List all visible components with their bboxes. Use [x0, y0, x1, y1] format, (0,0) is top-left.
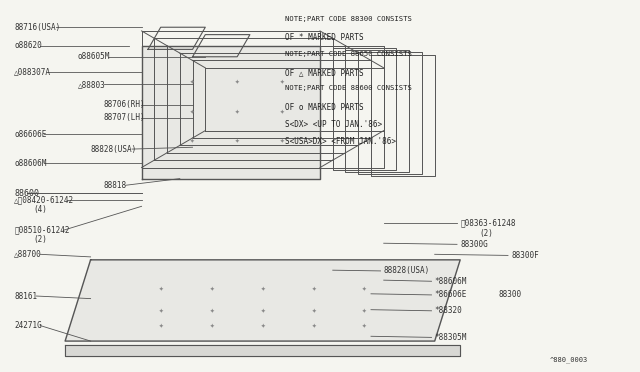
Text: *88320: *88320 — [435, 306, 463, 315]
Text: ✦: ✦ — [209, 324, 214, 329]
Text: 24271G: 24271G — [14, 321, 42, 330]
Text: 88828(USA): 88828(USA) — [91, 145, 137, 154]
Text: *88305M: *88305M — [435, 333, 467, 342]
Text: ✦: ✦ — [311, 324, 316, 329]
Text: △Ⓝ08420-61242: △Ⓝ08420-61242 — [14, 196, 74, 205]
Text: ✦: ✦ — [209, 309, 214, 314]
Text: ^880_0003: ^880_0003 — [549, 357, 588, 363]
Text: Ⓝ08363-61248: Ⓝ08363-61248 — [460, 218, 516, 227]
Text: OF o MARKED PARTS: OF o MARKED PARTS — [285, 103, 364, 112]
Text: ✦: ✦ — [158, 287, 163, 292]
Text: 88828(USA): 88828(USA) — [384, 266, 430, 275]
Text: *86606E: *86606E — [435, 291, 467, 299]
Text: 88716(USA): 88716(USA) — [14, 23, 60, 32]
Text: S<USA>DX> <FROM JAN.'86>: S<USA>DX> <FROM JAN.'86> — [285, 137, 396, 146]
Polygon shape — [65, 260, 460, 341]
Text: △88700: △88700 — [14, 250, 42, 259]
Text: 88300G: 88300G — [460, 240, 488, 249]
Text: ✦: ✦ — [190, 139, 195, 144]
Text: NOTE;PART CODE 88650 CONSISTS: NOTE;PART CODE 88650 CONSISTS — [285, 51, 412, 57]
Text: 88707(LH): 88707(LH) — [103, 113, 145, 122]
Text: (2): (2) — [479, 229, 493, 238]
Text: (2): (2) — [33, 235, 47, 244]
Text: OF * MARKED PARTS: OF * MARKED PARTS — [285, 33, 364, 42]
Text: ✦: ✦ — [260, 287, 265, 292]
Text: ✦: ✦ — [235, 110, 239, 115]
Text: ✦: ✦ — [190, 80, 195, 85]
Text: △088307A: △088307A — [14, 67, 51, 76]
Text: ✦: ✦ — [362, 324, 367, 329]
Text: 88706(RH): 88706(RH) — [103, 100, 145, 109]
Text: ✦: ✦ — [280, 139, 284, 144]
Text: ✦: ✦ — [362, 287, 367, 292]
Text: 88300: 88300 — [499, 291, 522, 299]
Polygon shape — [141, 46, 320, 179]
Text: ✦: ✦ — [158, 324, 163, 329]
Text: ✦: ✦ — [260, 324, 265, 329]
Text: ✦: ✦ — [280, 110, 284, 115]
Text: S<DX> <UP TO JAN.'86>: S<DX> <UP TO JAN.'86> — [285, 120, 382, 129]
Text: 88818: 88818 — [103, 181, 127, 190]
Text: NOTE;PART CODE 88300 CONSISTS: NOTE;PART CODE 88300 CONSISTS — [285, 16, 412, 22]
Text: 88300F: 88300F — [511, 251, 539, 260]
Text: o88605M: o88605M — [78, 52, 110, 61]
Text: ✦: ✦ — [311, 309, 316, 314]
Text: ✦: ✦ — [235, 80, 239, 85]
Text: △88803: △88803 — [78, 80, 106, 89]
Text: (4): (4) — [33, 205, 47, 215]
Text: ✦: ✦ — [235, 139, 239, 144]
Text: ✦: ✦ — [158, 309, 163, 314]
Text: ✦: ✦ — [260, 309, 265, 314]
Text: Ⓝ08510-61242: Ⓝ08510-61242 — [14, 226, 70, 235]
Text: ✦: ✦ — [280, 80, 284, 85]
Polygon shape — [65, 345, 460, 356]
Text: ✦: ✦ — [311, 287, 316, 292]
Text: 88161: 88161 — [14, 292, 37, 301]
Text: o88620: o88620 — [14, 41, 42, 50]
Text: o86606E: o86606E — [14, 130, 47, 139]
Text: 88600: 88600 — [14, 189, 39, 198]
Text: ✦: ✦ — [209, 287, 214, 292]
Text: o88606M: o88606M — [14, 158, 47, 168]
Text: OF △ MARKED PARTS: OF △ MARKED PARTS — [285, 68, 364, 77]
Text: NOTE;PART CODE 88600 CONSISTS: NOTE;PART CODE 88600 CONSISTS — [285, 85, 412, 91]
Text: ✦: ✦ — [190, 110, 195, 115]
Text: ✦: ✦ — [362, 309, 367, 314]
Text: *88606M: *88606M — [435, 277, 467, 286]
